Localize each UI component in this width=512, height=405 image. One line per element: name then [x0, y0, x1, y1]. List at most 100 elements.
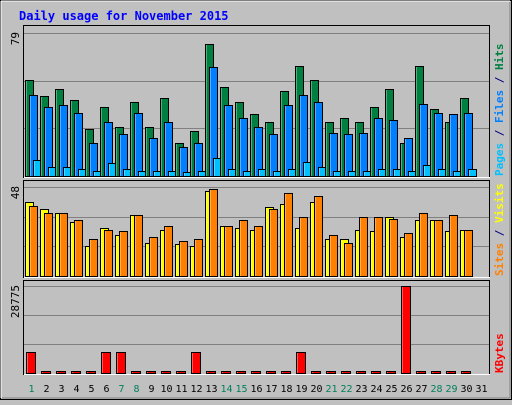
axis-label-part: /	[493, 70, 506, 90]
bar-sites-day-22	[344, 243, 353, 277]
day-label-22: 22	[340, 384, 352, 395]
day-label-4: 4	[73, 384, 79, 395]
series-axis-label: Pages / Files / Hits	[493, 44, 506, 177]
bar-sites-day-16	[254, 226, 263, 277]
axis-label-part: /	[493, 123, 506, 143]
bar-kbytes-day-22	[341, 371, 351, 374]
bar-sites-day-15	[239, 220, 248, 277]
axis-label-part: Sites	[493, 243, 506, 276]
bar-sites-day-28	[434, 220, 443, 277]
day-label-27: 27	[415, 384, 427, 395]
day-label-20: 20	[310, 384, 322, 395]
series-axis-label: KBytes	[493, 333, 506, 373]
bar-kbytes-day-5	[86, 371, 96, 374]
bar-sites-day-18	[284, 193, 293, 277]
bar-sites-day-3	[59, 213, 68, 277]
panels: 79 Pages / Files / Hits 48 Sites / Visits 28…	[9, 25, 506, 375]
day-label-23: 23	[355, 384, 367, 395]
bar-sites-day-7	[119, 231, 128, 277]
day-label-17: 17	[265, 384, 277, 395]
bar-kbytes-day-29	[446, 371, 456, 374]
day-label-9: 9	[148, 384, 154, 395]
bar-kbytes-day-11	[176, 371, 186, 374]
bar-sites-day-20	[314, 196, 323, 277]
bar-sites-day-30	[464, 230, 473, 277]
bar-sites-day-17	[269, 209, 278, 277]
bar-kbytes-day-12	[191, 352, 201, 374]
bar-sites-day-19	[299, 217, 308, 277]
day-label-7: 7	[118, 384, 124, 395]
bar-kbytes-day-30	[461, 371, 471, 374]
bar-kbytes-day-15	[236, 371, 246, 374]
bar-kbytes-day-16	[251, 371, 261, 374]
panel-kbytes: 28775 KBytes	[9, 280, 506, 375]
bar-sites-day-4	[74, 220, 83, 277]
chart-title: Daily usage for November 2015	[19, 9, 229, 23]
bar-pages-day-30	[468, 169, 477, 177]
day-label-28: 28	[430, 384, 442, 395]
bar-sites-day-21	[329, 235, 338, 277]
day-label-29: 29	[445, 384, 457, 395]
bar-kbytes-day-26	[401, 286, 411, 374]
bar-kbytes-day-3	[56, 371, 66, 374]
day-label-1: 1	[28, 384, 34, 395]
ymax-label: 48	[9, 186, 22, 199]
bar-sites-day-2	[44, 213, 53, 277]
bar-kbytes-day-17	[266, 371, 276, 374]
day-label-2: 2	[43, 384, 49, 395]
ymax-label: 28775	[9, 285, 22, 318]
bar-kbytes-day-1	[26, 352, 36, 374]
day-label-16: 16	[250, 384, 262, 395]
day-label-14: 14	[220, 384, 232, 395]
day-labels: 1 2 3 4 5 6 7 8 9 10 11 12 13 14 15 16 17 18 19 20 21 22 23 24 2…	[28, 384, 487, 395]
bar-kbytes-day-23	[356, 371, 366, 374]
day-label-26: 26	[400, 384, 412, 395]
axis-label-part: Pages	[493, 143, 506, 176]
ymax-label: 79	[9, 32, 22, 45]
bar-kbytes-day-27	[416, 371, 426, 374]
bar-sites-day-6	[104, 230, 113, 277]
day-label-15: 15	[235, 384, 247, 395]
bar-kbytes-day-4	[71, 371, 81, 374]
bar-kbytes-day-25	[386, 371, 396, 374]
bar-kbytes-day-21	[326, 371, 336, 374]
panel-visits-sites: 48 Sites / Visits	[9, 180, 506, 278]
bar-sites-day-11	[179, 241, 188, 277]
bar-kbytes-day-9	[146, 371, 156, 374]
day-label-13: 13	[205, 384, 217, 395]
day-label-31: 31	[475, 384, 487, 395]
bar-kbytes-day-14	[221, 371, 231, 374]
day-label-25: 25	[385, 384, 397, 395]
bar-sites-day-29	[449, 215, 458, 277]
bar-sites-day-26	[404, 233, 413, 277]
panel-hits-files-pages: 79 Pages / Files / Hits	[9, 25, 506, 178]
bar-sites-day-12	[194, 239, 203, 277]
day-label-18: 18	[280, 384, 292, 395]
bar-sites-day-10	[164, 226, 173, 277]
bar-kbytes-day-2	[41, 371, 51, 374]
axis-label-part: Files	[493, 90, 506, 123]
day-label-24: 24	[370, 384, 382, 395]
bar-kbytes-day-28	[431, 371, 441, 374]
day-label-19: 19	[295, 384, 307, 395]
day-label-3: 3	[58, 384, 64, 395]
bar-kbytes-day-24	[371, 371, 381, 374]
bar-kbytes-day-6	[101, 352, 111, 374]
day-label-21: 21	[325, 384, 337, 395]
bar-kbytes-day-20	[311, 371, 321, 374]
bar-sites-day-27	[419, 213, 428, 277]
bar-sites-day-5	[89, 239, 98, 277]
bar-sites-day-14	[224, 226, 233, 277]
bar-sites-day-25	[389, 219, 398, 277]
bar-sites-day-9	[149, 237, 158, 277]
day-label-12: 12	[190, 384, 202, 395]
day-label-10: 10	[160, 384, 172, 395]
day-label-6: 6	[103, 384, 109, 395]
bar-kbytes-day-8	[131, 371, 141, 374]
day-label-5: 5	[88, 384, 94, 395]
series-axis-label: Sites / Visits	[493, 183, 506, 276]
bar-sites-day-23	[359, 217, 368, 277]
bar-sites-day-13	[209, 189, 218, 277]
